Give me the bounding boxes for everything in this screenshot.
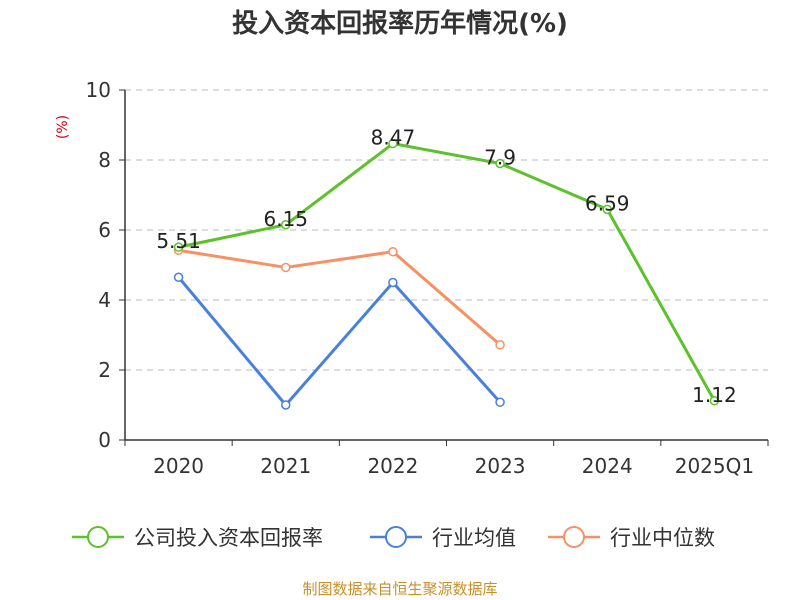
data-label: 1.12 — [692, 383, 737, 407]
series-line — [177, 276, 502, 407]
legend-label: 行业中位数 — [610, 526, 715, 550]
data-point — [173, 272, 184, 282]
legend-item-1[interactable]: 行业均值 — [370, 526, 516, 550]
x-tick-label: 2022 — [367, 454, 418, 478]
data-point — [173, 242, 184, 252]
y-tick-label: 4 — [98, 288, 111, 312]
legend-marker — [385, 526, 407, 548]
data-point — [281, 400, 291, 410]
legend-label: 公司投入资本回报率 — [134, 526, 323, 550]
data-point — [281, 262, 291, 273]
y-tick-label: 6 — [98, 218, 111, 242]
source-note: 制图数据来自恒生聚源数据库 — [302, 580, 497, 598]
x-tick-label: 2024 — [582, 454, 633, 478]
x-tick-label: 2021 — [260, 454, 311, 478]
series-line — [178, 142, 716, 402]
legend-marker — [87, 526, 109, 548]
legend-item-2[interactable]: 行业中位数 — [548, 526, 715, 550]
data-labels: 5.51 6.15 8.47 7.9 6.59 1.12 — [156, 126, 736, 407]
data-label: 8.47 — [371, 126, 416, 150]
series-0 — [173, 138, 720, 406]
data-point — [388, 277, 398, 288]
x-tick-label: 2020 — [153, 454, 204, 478]
data-point — [495, 340, 505, 350]
legend-item-0[interactable]: 公司投入资本回报率 — [72, 526, 323, 550]
data-label: 6.15 — [263, 207, 308, 231]
series-line — [178, 248, 502, 346]
legend[interactable]: 公司投入资本回报率 行业均值 行业中位数 — [72, 526, 715, 550]
y-tick-label: 8 — [98, 148, 111, 172]
data-point — [602, 204, 612, 215]
chart-title: 投入资本回报率历年情况(%) — [232, 8, 568, 39]
data-point — [495, 158, 505, 169]
y-axis-unit-label: (%) — [55, 115, 71, 139]
data-point — [495, 397, 505, 407]
data-point — [388, 246, 398, 257]
data-point — [709, 396, 720, 406]
data-label: 6.59 — [585, 191, 630, 215]
y-tick-label: 10 — [86, 78, 111, 102]
series-1 — [173, 272, 505, 410]
y-tick-label: 2 — [98, 358, 111, 382]
series-layer — [173, 138, 720, 410]
x-tick-label: 2023 — [475, 454, 526, 478]
x-tick-label: 2025Q1 — [675, 454, 754, 478]
y-tick-label: 0 — [98, 428, 111, 452]
axes: 0 2 4 6 8 10 2020 2021 2022 2023 2024 2025Q1 — [86, 78, 769, 478]
data-point — [281, 220, 291, 230]
legend-marker — [563, 526, 585, 548]
data-label: 5.51 — [156, 229, 201, 253]
data-point — [388, 138, 398, 149]
legend-label: 行业均值 — [432, 526, 516, 550]
data-label: 7.9 — [484, 146, 516, 170]
